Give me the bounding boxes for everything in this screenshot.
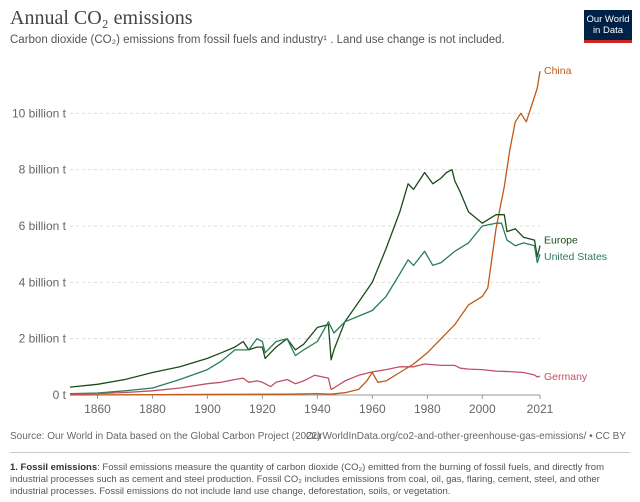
y-axis-ticks: 0 t 2 billion t 4 billion t 6 billion t 8 bi…	[12, 106, 67, 402]
x-tick-label: 1900	[194, 402, 221, 416]
logo-line-1: Our World	[586, 14, 630, 25]
y-tick-label: 4 billion t	[19, 275, 67, 289]
chart-title: Annual CO₂ emissions	[10, 7, 193, 29]
line-chart: 0 t 2 billion t 4 billion t 6 billion t 8 bi…	[12, 65, 607, 416]
series-lines	[69, 70, 541, 396]
x-tick-label: 1980	[414, 402, 441, 416]
x-tick-label: 2000	[469, 402, 496, 416]
footnote-text: : Fossil emissions measure the quantity …	[10, 462, 605, 497]
y-tick-label: 0 t	[53, 388, 67, 402]
footnote: 1. Fossil emissions: Fossil emissions me…	[10, 462, 628, 498]
x-tick-label: 1960	[359, 402, 386, 416]
source-note: Source: Our World in Data based on the G…	[10, 431, 321, 442]
logo-line-2: in Data	[592, 25, 624, 36]
series-label-europe: Europe	[544, 235, 578, 247]
footnote-label: 1. Fossil emissions	[10, 462, 98, 473]
owid-logo[interactable]: Our World in Data	[584, 10, 632, 43]
series-labels: China Europe United States Germany	[544, 65, 607, 383]
series-line-germany	[69, 363, 541, 395]
series-line-united-states	[69, 222, 541, 395]
series-label-united-states: United States	[544, 251, 607, 263]
y-tick-label: 2 billion t	[19, 332, 67, 346]
series-label-china: China	[544, 65, 572, 77]
x-tick-label: 1920	[249, 402, 276, 416]
x-axis-ticks: 1860 1880 1900 1920 1940 1960 1980 2000 2021	[84, 395, 554, 416]
x-tick-label: 1880	[139, 402, 166, 416]
footer-divider	[10, 452, 630, 453]
chart-subtitle: Carbon dioxide (CO₂) emissions from foss…	[10, 34, 505, 46]
x-tick-label: 1860	[84, 402, 111, 416]
source-url-link[interactable]: OurWorldInData.org/co2-and-other-greenho…	[305, 431, 626, 442]
series-line-europe	[69, 169, 541, 388]
series-line-china	[69, 70, 541, 396]
y-tick-label: 6 billion t	[19, 219, 67, 233]
y-tick-label: 8 billion t	[19, 163, 67, 177]
x-tick-label: 1940	[304, 402, 331, 416]
y-tick-label: 10 billion t	[12, 106, 67, 120]
grid-lines	[70, 112, 540, 396]
x-tick-label: 2021	[527, 402, 554, 416]
series-label-germany: Germany	[544, 371, 588, 383]
